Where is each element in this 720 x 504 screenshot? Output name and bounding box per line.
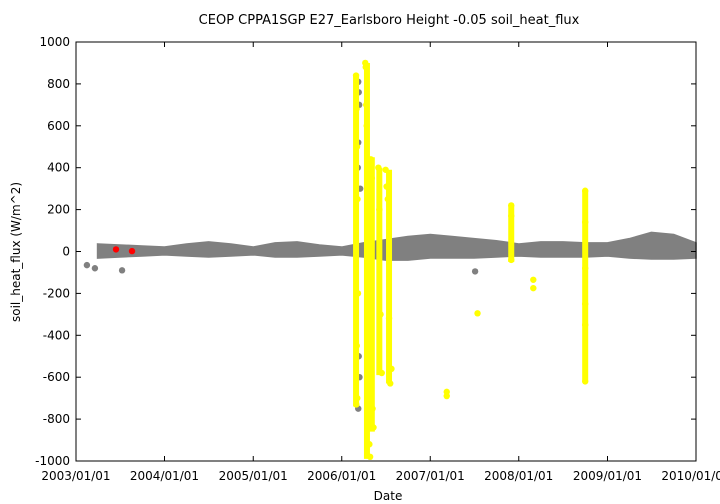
- data-point-1-45: [581, 378, 589, 385]
- y-tick-label-0: 1000: [39, 35, 70, 49]
- data-point-1-10: [363, 101, 370, 109]
- data-point-1-38: [530, 276, 537, 283]
- plot-area: [83, 59, 697, 461]
- data-point-1-29: [385, 315, 393, 322]
- data-point-1-0: [352, 72, 360, 79]
- x-axis-label: Date: [374, 489, 403, 503]
- data-point-1-4: [354, 290, 362, 297]
- y-tick-label-8: -600: [43, 370, 70, 384]
- data-point-1-31: [388, 365, 395, 373]
- data-point-1-18: [367, 156, 375, 163]
- data-point-1-17: [366, 453, 374, 461]
- data-point-1-28: [384, 195, 392, 203]
- data-point-1-15: [365, 415, 372, 423]
- y-tick-label-2: 600: [47, 119, 70, 133]
- data-point-1-42: [581, 265, 589, 272]
- y-tick-label-4: 200: [47, 203, 70, 217]
- data-point-1-35: [508, 202, 515, 209]
- data-point-2-0: [112, 246, 120, 253]
- data-point-1-11: [363, 122, 370, 129]
- y-axis-label: soil_heat_flux (W/m^2): [9, 182, 23, 322]
- data-point-1-43: [581, 300, 589, 308]
- data-point-1-30: [387, 380, 394, 387]
- x-tick-label-6: 2009/01/01: [573, 469, 642, 483]
- x-tick-label-0: 2003/01/01: [41, 469, 110, 483]
- data-point-1-25: [378, 369, 385, 377]
- y-tick-label-1: 800: [47, 77, 70, 91]
- data-point-1-33: [443, 392, 450, 400]
- data-point-0-2: [118, 267, 126, 274]
- data-point-1-12: [364, 164, 371, 171]
- data-point-1-23: [376, 206, 383, 213]
- y-tick-label-10: -1000: [35, 454, 70, 468]
- x-tick-label-3: 2006/01/01: [307, 469, 376, 483]
- data-point-0-0: [83, 261, 91, 269]
- data-point-1-5: [353, 342, 360, 349]
- data-point-1-13: [364, 332, 371, 339]
- y-tick-label-6: -200: [43, 286, 70, 300]
- data-band-0: [96, 231, 697, 261]
- data-point-1-2: [353, 143, 361, 150]
- x-tick-label-7: 2010/01/01: [661, 469, 720, 483]
- axis-ticks: 10008006004002000-200-400-600-800-100020…: [35, 35, 720, 483]
- data-point-1-14: [364, 374, 372, 381]
- data-point-1-7: [353, 401, 360, 408]
- data-point-1-37: [508, 256, 515, 264]
- x-tick-label-2: 2005/01/01: [219, 469, 288, 483]
- x-tick-label-5: 2008/01/01: [484, 469, 553, 483]
- y-tick-label-3: 400: [47, 161, 70, 175]
- data-point-1-19: [368, 174, 376, 182]
- data-point-1-27: [383, 183, 390, 190]
- data-point-1-1: [353, 105, 360, 113]
- data-point-1-20: [369, 405, 376, 412]
- data-point-1-3: [354, 195, 361, 203]
- x-tick-label-4: 2007/01/01: [396, 469, 465, 483]
- data-point-1-41: [581, 218, 589, 226]
- y-tick-label-7: -400: [43, 328, 70, 342]
- data-point-1-21: [370, 424, 377, 431]
- y-tick-label-5: 0: [62, 245, 70, 259]
- data-point-2-1: [128, 247, 136, 255]
- data-point-1-34: [474, 310, 481, 317]
- data-point-1-22: [375, 164, 382, 171]
- chart-title: CEOP CPPA1SGP E27_Earlsboro Height -0.05…: [199, 13, 580, 28]
- data-point-1-9: [362, 63, 369, 71]
- data-point-1-24: [377, 311, 384, 318]
- y-tick-label-9: -800: [43, 412, 70, 426]
- data-point-1-39: [530, 284, 537, 292]
- data-point-1-6: [354, 394, 361, 402]
- data-point-1-40: [581, 187, 589, 194]
- data-point-0-12: [471, 268, 479, 275]
- data-point-1-44: [581, 321, 589, 329]
- x-tick-label-1: 2004/01/01: [130, 469, 199, 483]
- data-point-1-36: [508, 212, 515, 220]
- data-point-1-16: [366, 441, 373, 448]
- data-point-1-26: [382, 166, 389, 173]
- data-point-0-1: [91, 265, 99, 272]
